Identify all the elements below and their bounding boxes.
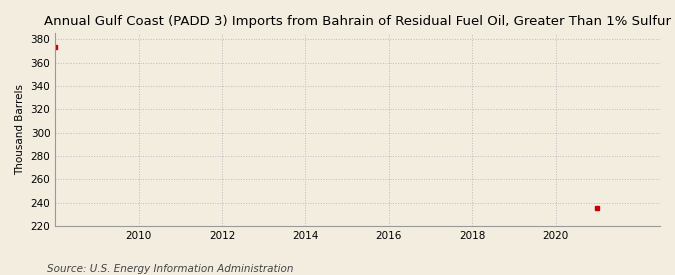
Text: Source: U.S. Energy Information Administration: Source: U.S. Energy Information Administ… [47, 264, 294, 274]
Y-axis label: Thousand Barrels: Thousand Barrels [15, 84, 25, 175]
Title: Annual Gulf Coast (PADD 3) Imports from Bahrain of Residual Fuel Oil, Greater Th: Annual Gulf Coast (PADD 3) Imports from … [44, 15, 671, 28]
